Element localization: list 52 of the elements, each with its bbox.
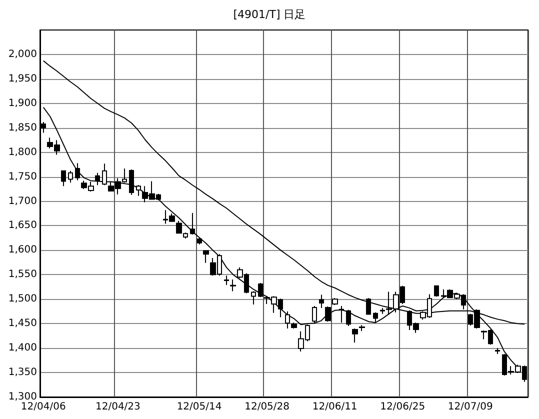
candlestick [203, 250, 209, 264]
candlestick [359, 324, 365, 332]
candlestick [61, 170, 66, 187]
candlestick [366, 298, 371, 316]
y-tick-label: 1,300 [8, 392, 37, 402]
candlestick [136, 184, 141, 196]
candlestick [346, 309, 351, 327]
y-tick-label: 1,800 [8, 146, 37, 158]
y-tick-label: 2,000 [8, 48, 37, 60]
x-tick-label: 12/05/28 [244, 402, 290, 412]
candlestick [339, 305, 344, 324]
candlestick [380, 307, 385, 314]
candlestick [352, 328, 358, 344]
candlestick [102, 163, 107, 186]
x-tick-label: 12/07/09 [448, 402, 493, 412]
candlestick [230, 279, 236, 292]
y-tick-label: 1,850 [8, 122, 37, 134]
y-tick-label: 1,450 [8, 318, 37, 330]
candlestick [495, 348, 500, 354]
y-tick-label: 1,600 [8, 244, 37, 256]
candlestick [197, 237, 202, 245]
candlestick [373, 312, 378, 323]
candlestick [332, 298, 338, 306]
y-tick-label: 1,700 [8, 196, 37, 207]
candlestick [258, 282, 263, 298]
candlestick [434, 284, 439, 298]
x-tick-label: 12/06/11 [312, 402, 358, 412]
candlestick [325, 306, 331, 322]
y-tick-label: 1,750 [8, 171, 37, 182]
y-tick-label: 1,900 [8, 98, 37, 109]
x-tick-label: 12/04/23 [95, 402, 140, 412]
candlestick [190, 212, 195, 236]
y-tick-label: 1,550 [8, 269, 37, 280]
candlestick [319, 294, 324, 308]
y-tick-label: 1,950 [8, 73, 37, 84]
y-tick-label: 1,400 [8, 342, 37, 354]
candlestick [129, 168, 134, 196]
candlestick [95, 172, 100, 186]
y-tick-label: 1,350 [8, 367, 37, 378]
candlestick [291, 322, 297, 329]
chart-title: [4901/T] 日足 [233, 8, 306, 21]
x-tick-label: 12/05/14 [176, 402, 222, 412]
candlestick [251, 290, 256, 306]
candlestick [75, 162, 80, 181]
candlestick [68, 170, 73, 184]
candlestick [312, 305, 317, 324]
candlestick [285, 310, 290, 329]
candlestick [224, 275, 229, 286]
x-tick-label: 12/06/25 [380, 402, 426, 412]
y-tick-label: 1,500 [8, 294, 37, 305]
y-tick-label: 1,650 [8, 220, 37, 232]
x-tick-label: 12/04/06 [20, 402, 66, 412]
